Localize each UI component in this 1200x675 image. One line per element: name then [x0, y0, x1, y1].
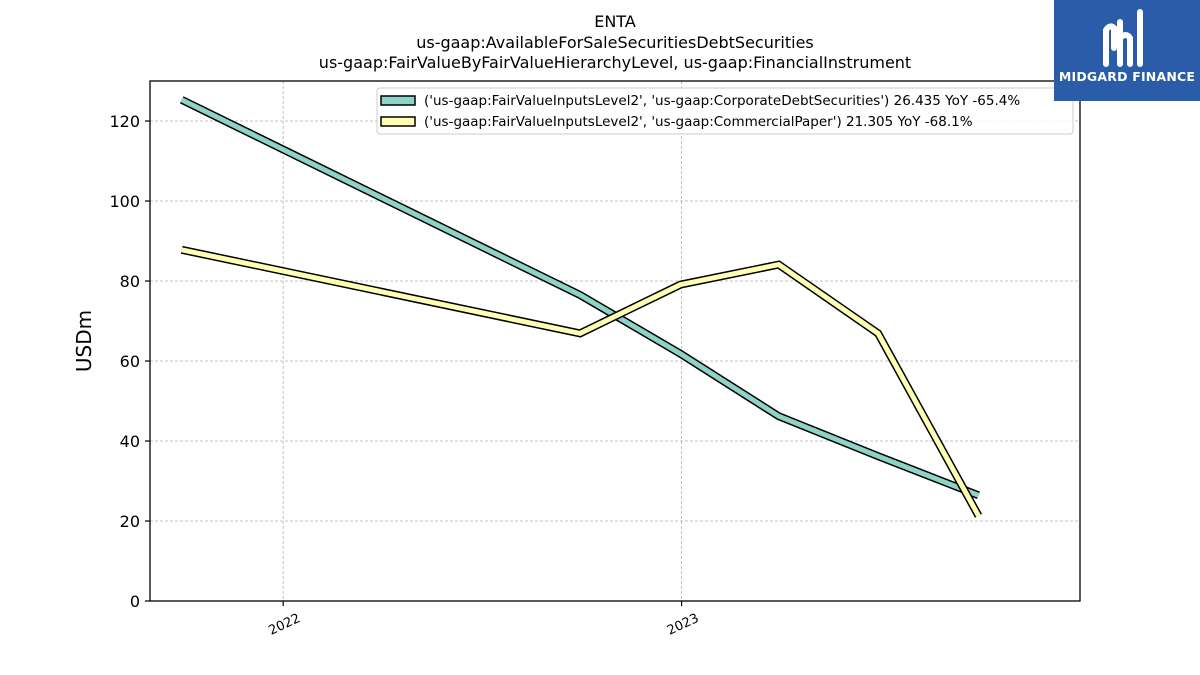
y-axis-label: USDm	[72, 310, 96, 372]
x-tick-label: 2023	[665, 611, 701, 639]
chart-title: ENTA us-gaap:AvailableForSaleSecuritiesD…	[319, 12, 911, 72]
legend-entry-1: ('us-gaap:FairValueInputsLevel2', 'us-ga…	[424, 93, 1020, 109]
legend-swatch	[380, 95, 416, 106]
grid	[150, 81, 1080, 602]
series-line	[181, 247, 981, 518]
plot-frame	[149, 80, 1081, 602]
y-tick-label: 40	[120, 432, 140, 451]
legend: ('us-gaap:FairValueInputsLevel2', 'us-ga…	[376, 87, 1074, 135]
legend-box	[376, 87, 1074, 135]
x-axis: 2022 2023	[267, 601, 701, 639]
logo: MIDGARD FINANCE	[1054, 0, 1200, 101]
logo-text: MIDGARD FINANCE	[1058, 69, 1196, 84]
x-tick-label: 2022	[267, 611, 303, 639]
logo-mark-icon	[1103, 9, 1143, 67]
chart-title-line-1: ENTA	[594, 12, 636, 31]
chart-title-line-2: us-gaap:AvailableForSaleSecuritiesDebtSe…	[416, 33, 814, 52]
chart-title-line-3: us-gaap:FairValueByFairValueHierarchyLev…	[319, 53, 911, 72]
series-line	[180, 97, 980, 498]
series-line-outline	[180, 245, 983, 518]
legend-entry-2: ('us-gaap:FairValueInputsLevel2', 'us-ga…	[424, 114, 973, 130]
series-1	[179, 96, 980, 500]
y-tick-label: 120	[109, 112, 140, 131]
y-axis: 0 20 40 60 80 100 120	[109, 112, 150, 611]
y-tick-label: 100	[109, 192, 140, 211]
y-tick-label: 0	[130, 592, 140, 611]
series-lines	[179, 96, 983, 518]
y-tick-label: 20	[120, 512, 140, 531]
legend-swatch	[380, 116, 416, 127]
y-tick-label: 60	[120, 352, 140, 371]
series-2	[180, 245, 983, 518]
y-tick-label: 80	[120, 272, 140, 291]
